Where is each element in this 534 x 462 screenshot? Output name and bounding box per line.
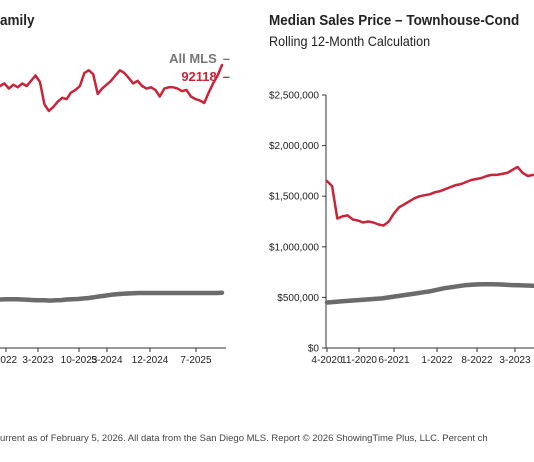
legend-marker-all-mls: – — [222, 51, 230, 66]
right-x-tick-label: 11-2020 — [341, 355, 377, 366]
right-y-tick-label: $500,000 — [277, 293, 319, 304]
right-x-tick-label: 8-2022 — [461, 355, 493, 366]
right-y-tick-label: $2,000,000 — [269, 141, 319, 152]
legend-label-all-mls: All MLS — [169, 51, 217, 66]
left-x-tick-label: 3-2023 — [22, 355, 54, 366]
left-x-tick-label: 2022 — [0, 355, 18, 366]
left-chart-title: amily — [0, 12, 35, 29]
left-x-tick-label: 7-2025 — [180, 355, 212, 366]
right-y-tick-label: $1,500,000 — [269, 192, 319, 203]
left-x-tick-label: 5-2024 — [91, 355, 123, 366]
legend-item-all-mls: All MLS – — [169, 51, 230, 66]
right-chart-title: Median Sales Price – Townhouse-Cond — [269, 12, 520, 29]
right-x-tick-label: 1-2022 — [421, 355, 453, 366]
left-series-all-mls — [0, 290, 225, 303]
footnote: urrent as of February 5, 2026. All data … — [0, 433, 488, 444]
right-x-tick-label: 6-2021 — [378, 355, 410, 366]
left-x-tick-label: 12-2024 — [132, 355, 169, 366]
right-series-all-mls — [324, 281, 534, 305]
right-y-tick-label: $2,500,000 — [269, 91, 319, 102]
legend-item-92118: 92118– — [181, 69, 230, 84]
right-series-92118 — [325, 165, 534, 227]
left-x-tick-label: 10-2023 — [61, 355, 98, 366]
right-x-tick-label: 4-2020 — [311, 355, 343, 366]
right-y-tick-label: $0 — [308, 344, 320, 355]
left-series-92118 — [0, 63, 224, 113]
right-x-tick-label: 3-2023 — [499, 355, 531, 366]
right-y-tick-label: $1,000,000 — [269, 242, 319, 253]
right-chart-subtitle: Rolling 12-Month Calculation — [269, 33, 431, 49]
legend-marker-92118: – — [222, 69, 230, 84]
legend-label-92118: 92118 — [181, 69, 217, 84]
